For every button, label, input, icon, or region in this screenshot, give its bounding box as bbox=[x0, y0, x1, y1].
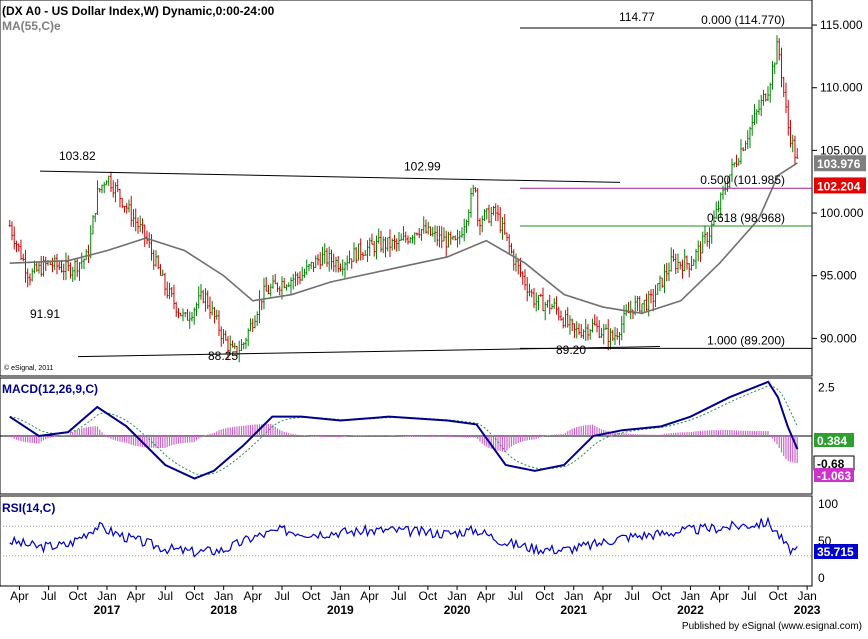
x-month-label: Jan bbox=[331, 589, 350, 603]
x-month-label: Oct bbox=[419, 589, 438, 603]
macd-title: MACD(12,26,9,C) bbox=[2, 382, 98, 396]
x-month-label: Jul bbox=[741, 589, 756, 603]
price-annotation: 103.82 bbox=[59, 149, 96, 163]
x-month-label: Oct bbox=[769, 589, 788, 603]
candles bbox=[8, 35, 799, 363]
rsi-tick-label: 0 bbox=[818, 571, 825, 585]
rsi-badge: 35.715 bbox=[817, 545, 854, 559]
x-month-label: Jul bbox=[274, 589, 289, 603]
macd-tick-label: 2.5 bbox=[818, 381, 835, 395]
x-month-label: Oct bbox=[185, 589, 204, 603]
price-badge: 103.976 bbox=[817, 157, 861, 171]
price-annotation: 89.20 bbox=[556, 343, 586, 357]
x-month-label: Oct bbox=[68, 589, 87, 603]
copyright-label: © eSignal, 2011 bbox=[4, 364, 54, 372]
x-month-label: Jul bbox=[508, 589, 523, 603]
x-month-label: Apr bbox=[10, 589, 29, 603]
price-annotation: 91.91 bbox=[30, 307, 60, 321]
fib-level-label: 0.000 (114.770) bbox=[701, 13, 785, 27]
x-month-label: Jul bbox=[158, 589, 173, 603]
x-month-label: Apr bbox=[360, 589, 379, 603]
fib-level-label: 1.000 (89.200) bbox=[707, 333, 785, 347]
x-month-label: Oct bbox=[652, 589, 671, 603]
macd-badge-bg bbox=[814, 433, 854, 447]
x-year-label: 2018 bbox=[210, 603, 237, 617]
rsi-pane bbox=[0, 495, 813, 587]
rsi-badge-bg bbox=[814, 544, 858, 559]
x-year-label: 2023 bbox=[794, 603, 821, 617]
price-badge-bg bbox=[814, 177, 866, 194]
x-month-label: Oct bbox=[302, 589, 321, 603]
x-year-label: 2019 bbox=[327, 603, 354, 617]
price-tick-label: 90.000 bbox=[820, 331, 857, 345]
fib-level-label: 0.618 (98.968) bbox=[707, 211, 785, 225]
ma-label: MA(55,C)e bbox=[2, 19, 61, 33]
price-badge-bg bbox=[814, 155, 866, 172]
x-month-label: Jan bbox=[214, 589, 233, 603]
x-month-label: Jan bbox=[97, 589, 116, 603]
x-month-label: Jul bbox=[624, 589, 639, 603]
x-year-label: 2020 bbox=[444, 603, 471, 617]
price-tick-label: 95.000 bbox=[820, 269, 857, 283]
x-month-label: Apr bbox=[710, 589, 729, 603]
price-tick-label: 100.000 bbox=[820, 206, 864, 220]
rsi-title: RSI(14,C) bbox=[2, 501, 55, 515]
x-month-label: Jul bbox=[391, 589, 406, 603]
x-year-label: 2021 bbox=[560, 603, 587, 617]
ma55-line bbox=[9, 162, 798, 315]
price-annotation: 114.77 bbox=[619, 10, 655, 24]
x-month-label: Apr bbox=[477, 589, 496, 603]
price-badge: 102.204 bbox=[817, 179, 861, 193]
fib-level-label: 0.500 (101.985) bbox=[700, 173, 785, 187]
macd-badge-bg bbox=[814, 468, 854, 482]
x-month-label: Jan bbox=[797, 589, 816, 603]
macd-line bbox=[9, 380, 799, 480]
x-year-label: 2017 bbox=[94, 603, 121, 617]
macd-badge: -0.68 bbox=[817, 457, 845, 471]
x-month-label: Apr bbox=[127, 589, 146, 603]
price-annotation: 88.25 bbox=[208, 349, 238, 363]
price-tick-label: 115.000 bbox=[820, 18, 863, 32]
macd-signal-line bbox=[9, 385, 798, 476]
price-tick-label: 110.000 bbox=[820, 81, 863, 95]
rsi-tick-label: 100 bbox=[818, 497, 838, 511]
x-month-label: Apr bbox=[594, 589, 613, 603]
x-month-label: Jul bbox=[41, 589, 56, 603]
x-month-label: Oct bbox=[535, 589, 554, 603]
x-month-label: Jan bbox=[681, 589, 700, 603]
x-year-label: 2022 bbox=[677, 603, 704, 617]
upper-trendline bbox=[39, 170, 621, 183]
price-annotation: 102.99 bbox=[404, 160, 441, 174]
x-month-label: Jan bbox=[447, 589, 466, 603]
footer-publisher: Published by eSignal (www.esignal.com) bbox=[682, 621, 862, 632]
x-month-label: Jan bbox=[564, 589, 583, 603]
macd-badge: -1.063 bbox=[817, 469, 851, 483]
price-tick-label: 105.000 bbox=[820, 143, 864, 157]
rsi-line bbox=[9, 516, 798, 558]
price-title: (DX A0 - US Dollar Index,W) Dynamic,0:00… bbox=[2, 4, 275, 18]
x-month-label: Apr bbox=[243, 589, 262, 603]
macd-badge: 0.384 bbox=[817, 434, 847, 448]
